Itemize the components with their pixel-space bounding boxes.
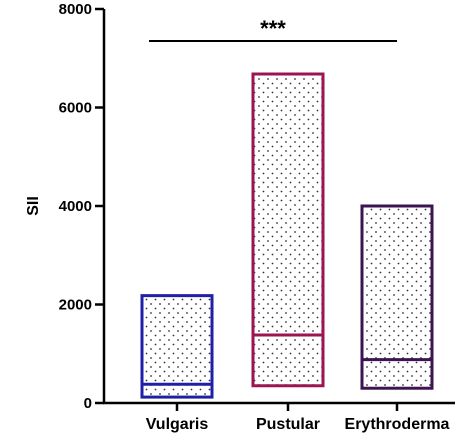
x-tick-label: Pustular <box>256 416 320 433</box>
x-tick-label: Vulgaris <box>146 416 209 433</box>
box-pustular <box>251 72 325 388</box>
box-erythroderma <box>360 204 434 390</box>
y-tick-label: 4000 <box>59 198 92 215</box>
y-tick-label: 2000 <box>59 297 92 314</box>
plot-area: 0 2000 4000 6000 8000 Vulgaris Pustular Erythro… <box>59 1 455 433</box>
y-tick-label: 8000 <box>59 1 92 18</box>
significance-label: *** <box>260 16 286 41</box>
y-tick-label: 6000 <box>59 100 92 117</box>
y-tick-label: 0 <box>84 395 92 412</box>
x-tick-label: Erythroderma <box>345 416 450 433</box>
y-axis-label: SII <box>25 196 42 216</box>
box-vulgaris <box>140 294 214 399</box>
